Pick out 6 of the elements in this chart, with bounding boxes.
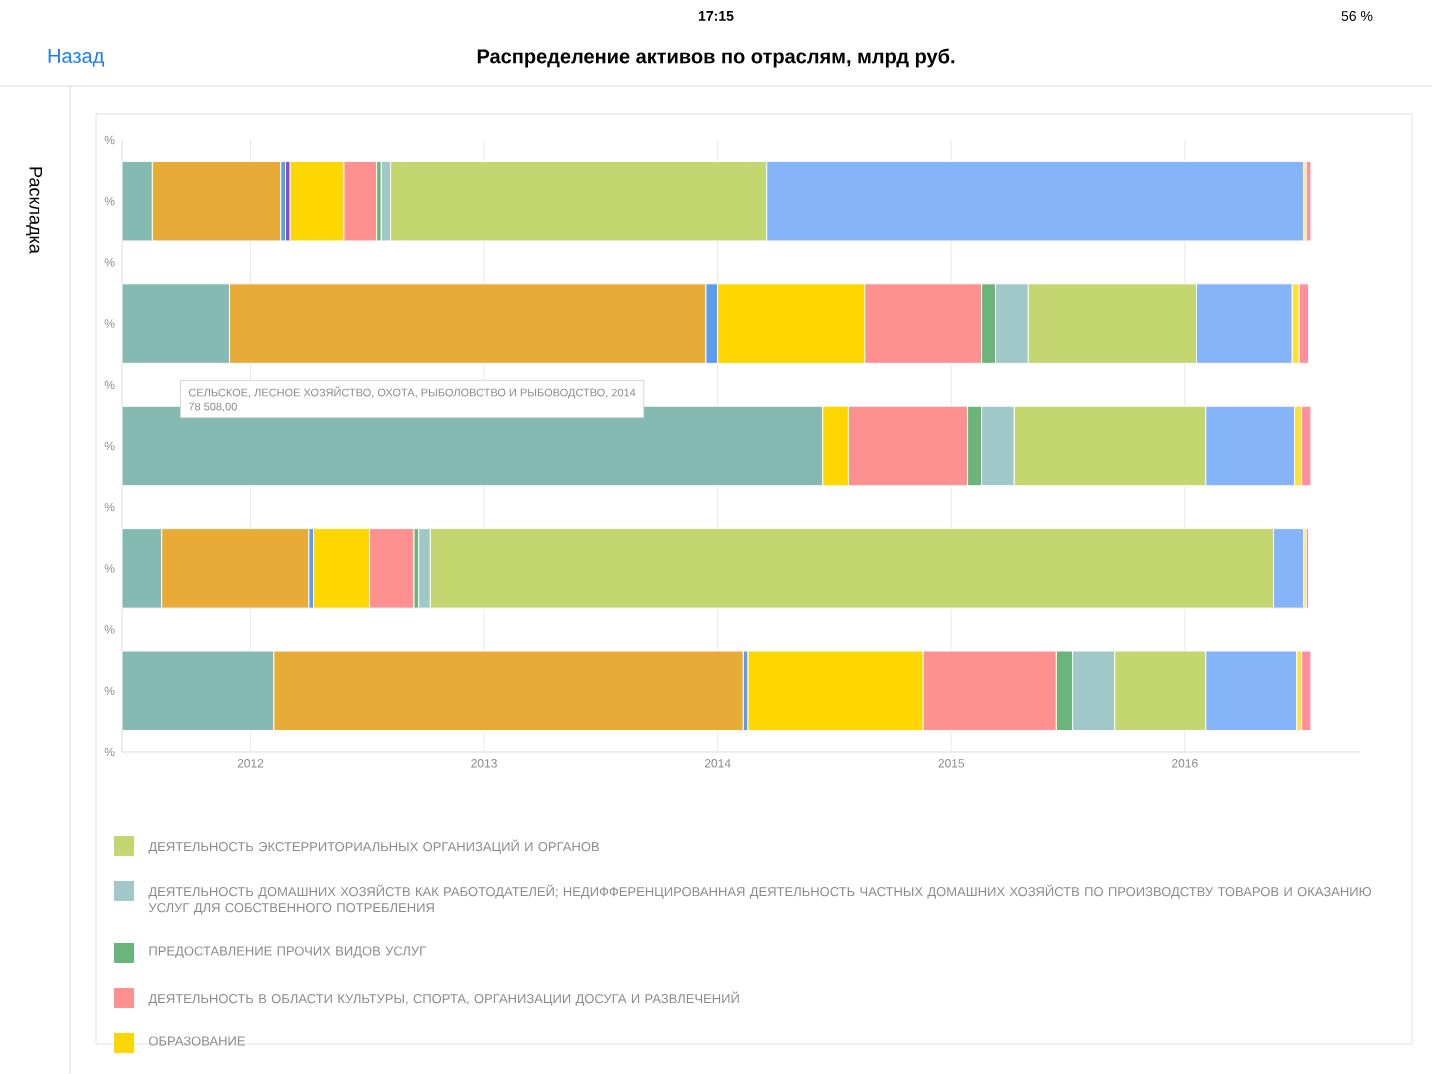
bar <box>1298 283 1310 364</box>
chart-title: Распределение активов по отраслям, млрд руб. <box>477 48 955 68</box>
text: Раскладка <box>26 167 42 254</box>
text: Назад <box>48 49 105 67</box>
bar <box>1301 650 1312 732</box>
bar <box>1301 405 1312 487</box>
